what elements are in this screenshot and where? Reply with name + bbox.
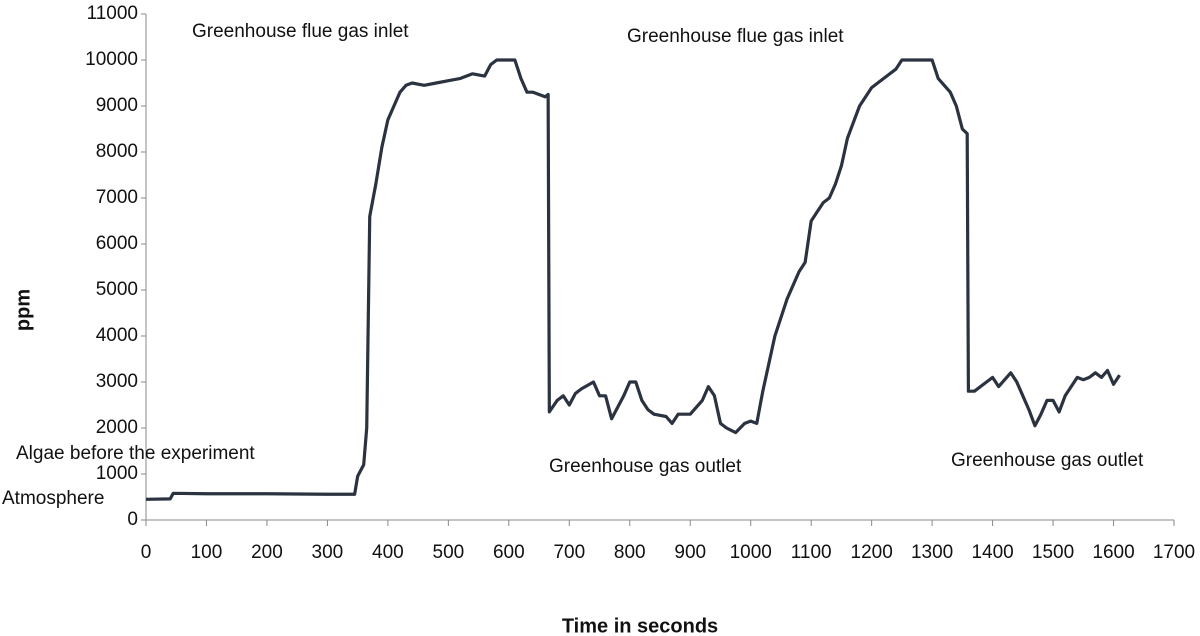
- y-tick-label: 6000: [96, 233, 138, 254]
- x-tick-label: 400: [372, 542, 404, 563]
- y-tick-label: 5000: [96, 279, 138, 300]
- y-tick-label: 11000: [87, 3, 138, 24]
- x-tick-label: 1700: [1153, 542, 1195, 563]
- y-tick-label: 4000: [96, 325, 138, 346]
- y-tick-label: 7000: [96, 187, 138, 208]
- y-tick-label: 0: [127, 509, 138, 530]
- x-tick-label: 1000: [730, 542, 772, 563]
- x-tick-label: 600: [493, 542, 525, 563]
- x-tick-label: 200: [251, 542, 283, 563]
- x-tick-label: 700: [553, 542, 585, 563]
- x-tick-label: 100: [191, 542, 223, 563]
- annotation: Greenhouse gas outlet: [549, 456, 742, 477]
- annotation: Algae before the experiment: [16, 443, 255, 464]
- x-tick-label: 1100: [791, 542, 832, 563]
- x-tick-label: 1500: [1032, 542, 1074, 563]
- annotation: Atmosphere: [2, 488, 104, 509]
- y-tick-label: 2000: [96, 417, 138, 438]
- y-tick-label: 3000: [96, 371, 138, 392]
- line: [145, 58, 1121, 501]
- y-tick-label: 8000: [96, 141, 138, 162]
- x-tick-label: 900: [674, 542, 706, 563]
- annotation: Greenhouse flue gas inlet: [192, 21, 409, 42]
- y-tick-label: 10000: [85, 49, 138, 70]
- x-tick-label: 1200: [851, 542, 893, 563]
- x-tick-label: 1300: [911, 542, 953, 563]
- annotation: Greenhouse flue gas inlet: [627, 26, 844, 47]
- y-tick-label: 9000: [96, 95, 138, 116]
- x-tick-label: 800: [614, 542, 646, 563]
- x-tick-label: 0: [141, 542, 152, 563]
- y-tick-label: 1000: [96, 463, 138, 484]
- x-tick-label: 1400: [971, 542, 1013, 563]
- x-tick-label: 500: [433, 542, 465, 563]
- x-tick-label: 1600: [1092, 542, 1134, 563]
- x-axis-title: Time in seconds: [562, 615, 718, 636]
- annotation: Greenhouse gas outlet: [951, 450, 1144, 471]
- y-axis-title: ppm: [12, 289, 34, 331]
- x-tick-label: 300: [312, 542, 344, 563]
